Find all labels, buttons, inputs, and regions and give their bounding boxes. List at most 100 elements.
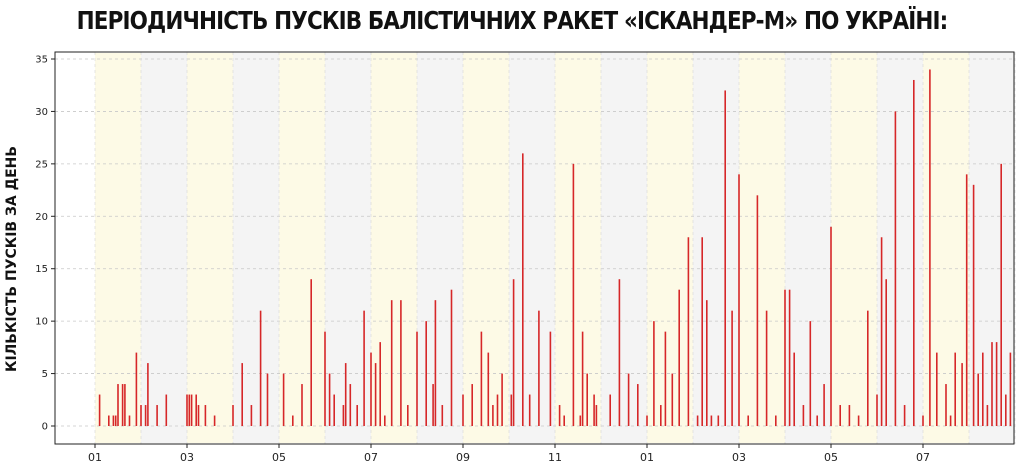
- bar: [390, 300, 393, 426]
- bar: [117, 384, 119, 426]
- x-tick-label: 01: [640, 451, 654, 464]
- plot-frame: [54, 51, 1015, 445]
- bar: [213, 415, 216, 426]
- bar: [609, 394, 611, 426]
- bar: [124, 384, 126, 426]
- bar: [802, 405, 805, 426]
- y-tick-label: 20: [35, 212, 48, 223]
- bar: [400, 300, 402, 426]
- bar: [563, 415, 565, 426]
- bar: [370, 352, 372, 426]
- bar: [232, 405, 234, 426]
- bar: [112, 415, 115, 426]
- bar: [188, 394, 191, 426]
- x-tick-label: 03: [180, 451, 194, 464]
- x-ticks: 01 03 05 07 09 11 01 03 05 07: [88, 444, 930, 464]
- month-band: [233, 53, 279, 443]
- bar: [496, 394, 499, 426]
- bar: [363, 310, 365, 426]
- bar: [487, 352, 490, 426]
- bar: [954, 352, 956, 426]
- bar: [936, 352, 938, 426]
- bar: [579, 415, 582, 426]
- x-tick-label: 07: [916, 451, 930, 464]
- bar: [867, 310, 869, 426]
- bar: [450, 289, 453, 426]
- bar: [903, 405, 906, 426]
- bar: [135, 352, 138, 426]
- bar: [492, 405, 494, 426]
- bar: [653, 321, 655, 426]
- y-tick-label: 30: [35, 107, 48, 118]
- month-band: [555, 53, 601, 443]
- bar: [549, 331, 552, 426]
- bar: [441, 405, 444, 426]
- bar: [558, 405, 561, 426]
- month-band: [601, 53, 647, 443]
- y-ticks: 0 5 10 15 20 25 30 35: [35, 55, 55, 433]
- bar: [710, 415, 713, 426]
- bar: [241, 363, 243, 426]
- bar: [627, 373, 630, 426]
- bar: [586, 373, 588, 426]
- bar: [165, 394, 168, 426]
- bar: [929, 69, 931, 426]
- bar: [572, 163, 575, 426]
- bar: [848, 405, 851, 426]
- bar: [982, 352, 984, 426]
- bar: [333, 394, 335, 426]
- bar: [788, 289, 791, 426]
- bar: [416, 331, 418, 426]
- bar: [972, 184, 975, 426]
- bar: [324, 331, 326, 426]
- month-band: [785, 53, 831, 443]
- bar: [696, 415, 699, 426]
- bar: [310, 279, 312, 426]
- bar: [646, 415, 648, 426]
- bar: [301, 384, 303, 426]
- month-band: [877, 53, 923, 443]
- bar: [462, 394, 464, 426]
- bar: [471, 384, 473, 426]
- bar: [512, 279, 515, 426]
- bar: [510, 394, 513, 426]
- bar: [701, 237, 703, 426]
- bar: [384, 415, 386, 426]
- bar: [706, 300, 708, 426]
- bar: [1005, 394, 1007, 426]
- bar: [190, 394, 193, 426]
- bar: [501, 373, 503, 426]
- bar: [349, 384, 352, 426]
- bar: [434, 300, 437, 426]
- bar: [379, 342, 381, 426]
- bar: [128, 415, 131, 426]
- y-tick-label: 25: [35, 159, 48, 170]
- bar: [986, 405, 989, 426]
- x-tick-label: 03: [732, 451, 746, 464]
- bar: [1000, 163, 1002, 426]
- bar: [977, 373, 979, 426]
- bar: [480, 331, 483, 426]
- bar: [991, 342, 993, 426]
- y-tick-label: 35: [35, 55, 48, 66]
- bar: [144, 405, 147, 426]
- month-band: [95, 53, 141, 443]
- bar: [292, 415, 294, 426]
- x-tick-label: 11: [548, 451, 562, 464]
- bar: [121, 384, 124, 426]
- bar: [618, 279, 621, 426]
- bar: [949, 415, 952, 426]
- month-band: [279, 53, 325, 443]
- bar: [195, 394, 197, 426]
- bar: [747, 415, 749, 426]
- bar: [282, 373, 285, 426]
- bar: [407, 405, 409, 426]
- month-bands: [95, 53, 1015, 443]
- bar: [344, 363, 347, 426]
- bar: [724, 90, 726, 426]
- month-band: [417, 53, 463, 443]
- bar: [114, 415, 117, 426]
- x-tick-label: 05: [272, 451, 286, 464]
- month-band: [739, 53, 785, 443]
- bar: [839, 405, 841, 426]
